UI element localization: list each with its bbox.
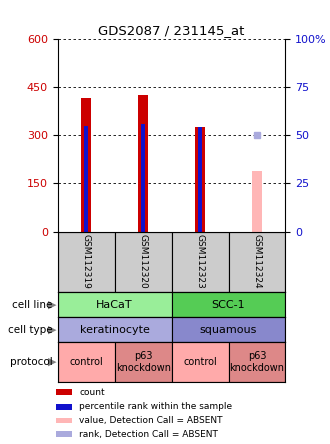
Bar — [195, 127, 205, 232]
Bar — [141, 124, 145, 232]
Text: control: control — [183, 357, 217, 367]
Bar — [138, 95, 148, 232]
Text: GSM112320: GSM112320 — [139, 234, 148, 289]
Text: protocol: protocol — [10, 357, 53, 367]
Bar — [56, 418, 72, 424]
Bar — [198, 127, 202, 232]
Text: rank, Detection Call = ABSENT: rank, Detection Call = ABSENT — [79, 430, 218, 439]
Text: SCC-1: SCC-1 — [212, 300, 245, 309]
Text: percentile rank within the sample: percentile rank within the sample — [79, 402, 232, 411]
Bar — [252, 170, 262, 232]
Title: GDS2087 / 231145_at: GDS2087 / 231145_at — [98, 24, 245, 37]
Text: control: control — [69, 357, 103, 367]
Bar — [58, 317, 172, 342]
Bar — [172, 292, 285, 317]
Bar — [81, 98, 91, 232]
Bar — [56, 389, 72, 395]
Text: GSM112319: GSM112319 — [82, 234, 91, 289]
Text: cell type: cell type — [8, 325, 53, 335]
Text: p63
knockdown: p63 knockdown — [229, 351, 284, 373]
Bar — [228, 232, 285, 292]
Text: value, Detection Call = ABSENT: value, Detection Call = ABSENT — [79, 416, 223, 425]
Text: HaCaT: HaCaT — [96, 300, 133, 309]
Text: ▶: ▶ — [48, 357, 56, 367]
Text: squamous: squamous — [200, 325, 257, 335]
Text: p63
knockdown: p63 knockdown — [115, 351, 171, 373]
Text: cell line: cell line — [13, 300, 53, 309]
Bar — [228, 342, 285, 382]
Bar — [84, 126, 88, 232]
Bar — [172, 317, 285, 342]
Bar — [56, 432, 72, 437]
Text: count: count — [79, 388, 105, 397]
Bar — [115, 232, 172, 292]
Text: keratinocyte: keratinocyte — [80, 325, 149, 335]
Bar — [58, 342, 115, 382]
Text: ▶: ▶ — [48, 300, 56, 309]
Text: GSM112323: GSM112323 — [196, 234, 205, 289]
Bar — [172, 232, 228, 292]
Text: ▶: ▶ — [48, 325, 56, 335]
Bar — [172, 342, 228, 382]
Bar — [115, 342, 172, 382]
Bar — [58, 292, 172, 317]
Bar — [56, 404, 72, 409]
Bar — [58, 232, 115, 292]
Text: GSM112324: GSM112324 — [252, 234, 261, 289]
